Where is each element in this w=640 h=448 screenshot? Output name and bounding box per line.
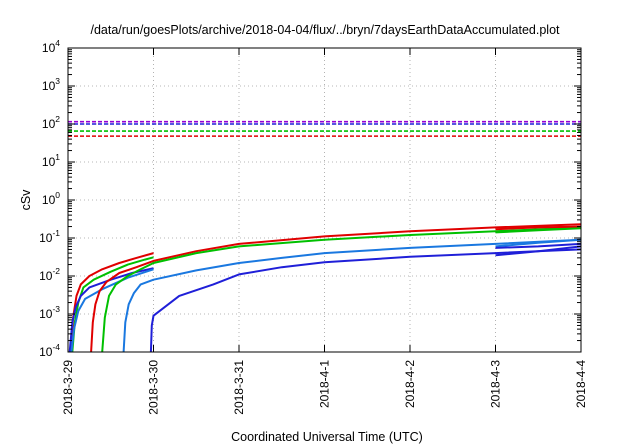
series-group bbox=[68, 223, 582, 353]
grid bbox=[67, 47, 582, 353]
series-line bbox=[495, 238, 582, 248]
reference-lines bbox=[68, 120, 581, 137]
y-tick-label: 10-4 bbox=[39, 342, 60, 359]
y-tick-label: 104 bbox=[42, 38, 60, 55]
x-tick-label: 2018-4-3 bbox=[489, 360, 503, 408]
x-tick-label: 2018-3-29 bbox=[61, 360, 75, 415]
y-tick-label: 101 bbox=[42, 152, 60, 169]
x-tick-label: 2018-4-1 bbox=[318, 360, 332, 408]
series-line bbox=[70, 268, 154, 353]
series-line bbox=[71, 256, 154, 353]
series-line bbox=[495, 242, 582, 249]
x-tick-label: 2018-4-2 bbox=[403, 360, 417, 408]
y-tick-label: 103 bbox=[42, 76, 60, 93]
series-line bbox=[122, 238, 582, 353]
series-line bbox=[68, 267, 154, 353]
series-line bbox=[149, 248, 582, 353]
y-axis-label: cSv bbox=[19, 189, 33, 211]
y-tick-label: 10-2 bbox=[39, 266, 60, 283]
chart-title: /data/run/goesPlots/archive/2018-04-04/f… bbox=[90, 23, 560, 37]
series-line bbox=[101, 226, 582, 353]
y-tick-label: 100 bbox=[42, 190, 60, 207]
x-tick-label: 2018-3-31 bbox=[232, 360, 246, 415]
series-line bbox=[495, 227, 582, 234]
series-line bbox=[495, 225, 582, 231]
x-tick-label: 2018-4-4 bbox=[574, 360, 588, 408]
series-line bbox=[90, 223, 582, 353]
plot-frame bbox=[67, 47, 582, 353]
x-axis-label: Coordinated Universal Time (UTC) bbox=[231, 430, 423, 444]
ticks: 10-4 10-3 10-2 10-1 100 101 102 103 104 2018-3-29… bbox=[39, 38, 588, 415]
y-tick-label: 10-3 bbox=[39, 304, 60, 321]
y-tick-label: 102 bbox=[42, 114, 60, 131]
y-tick-label: 10-1 bbox=[39, 228, 60, 245]
x-tick-label: 2018-3-30 bbox=[147, 360, 161, 415]
series-line bbox=[495, 245, 582, 257]
